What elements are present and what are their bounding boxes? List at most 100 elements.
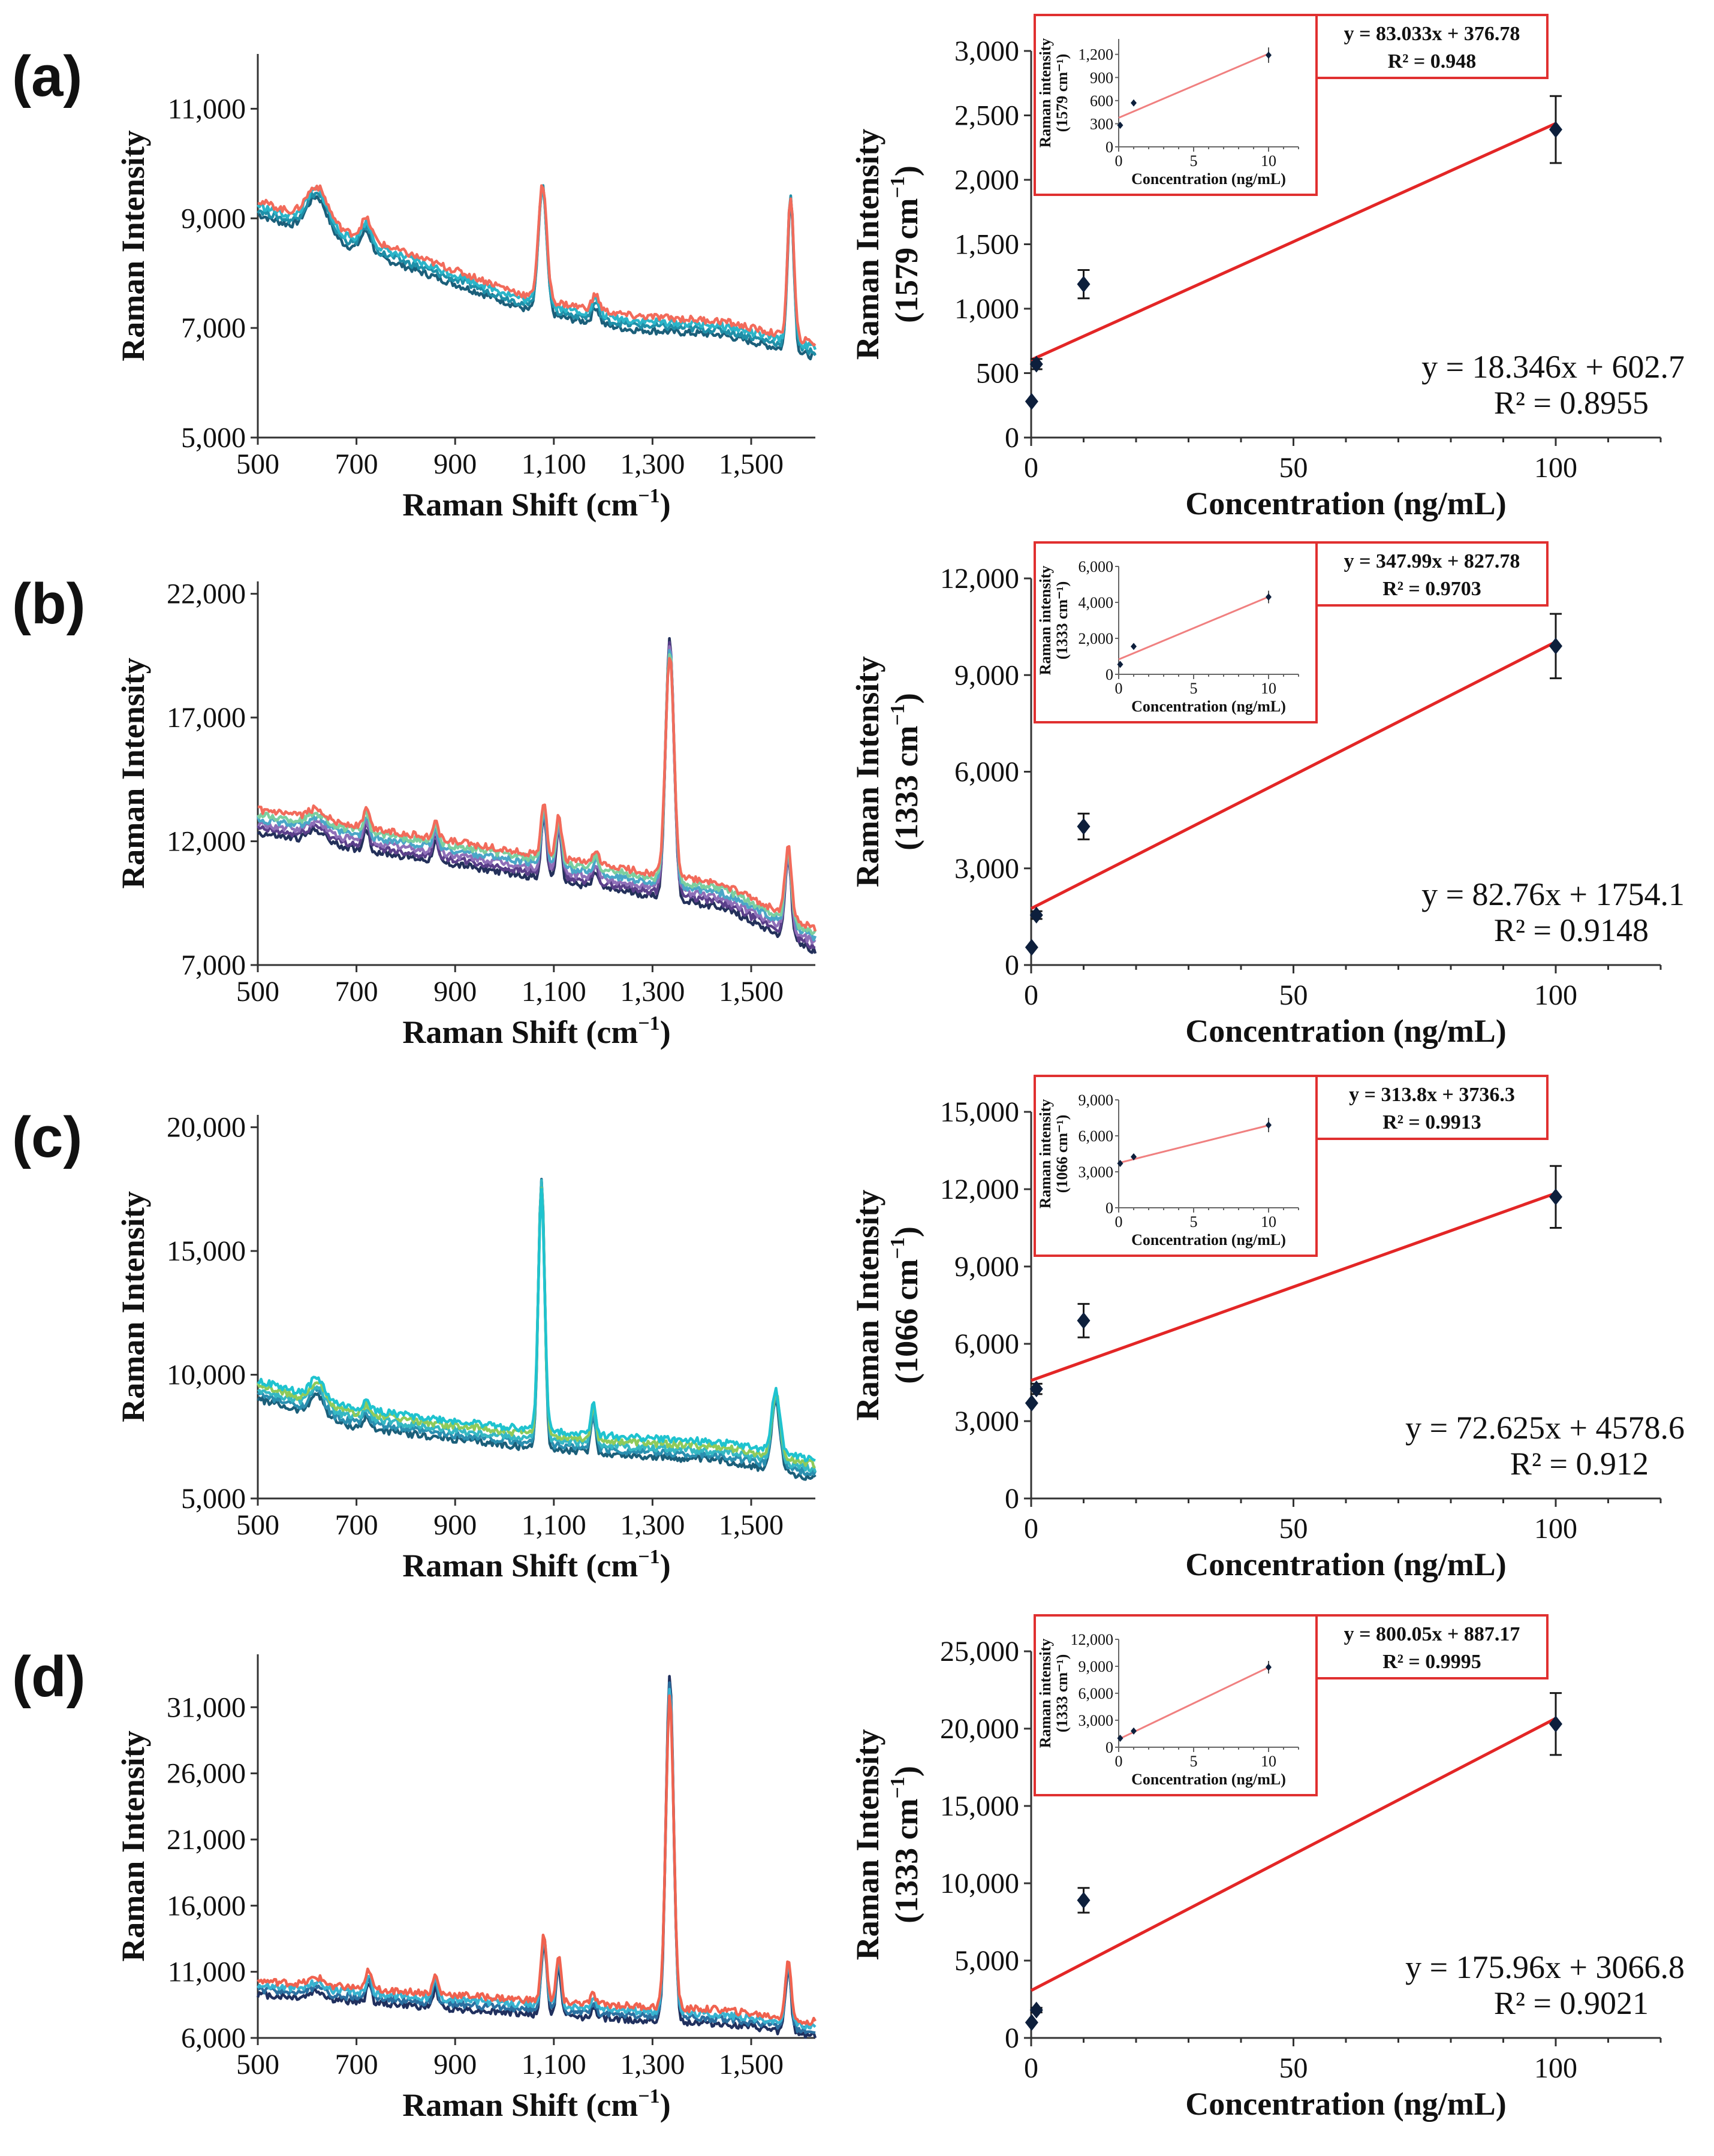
inset-chart: y = 347.99x + 827.78 R² = 0.9703 0 2,000 4,0…	[1034, 541, 1549, 723]
y-tick-label: 7,000	[181, 312, 246, 344]
x-title-end: )	[660, 487, 671, 523]
panel-label-2: (c)	[12, 1105, 82, 1169]
trendline	[1030, 640, 1557, 910]
inset-data-point	[1131, 643, 1137, 650]
x-tick-label: 500	[236, 448, 279, 480]
y-sub-sup: −1	[887, 1777, 909, 1798]
calibration-x-axis-title: Concentration (ng/mL)	[1185, 486, 1506, 521]
inset-fit-equation: y = 347.99x + 827.78	[1344, 550, 1520, 572]
y-tick-label: 5,000	[181, 422, 246, 454]
inset-x-axis-title: Concentration (ng/mL)	[1131, 1231, 1286, 1249]
spectrum-series-1	[257, 1681, 816, 2034]
spectrum-series-3	[257, 1694, 817, 2026]
data-point	[1029, 906, 1043, 924]
x-tick-label: 100	[1534, 1513, 1577, 1545]
x-title-sup: −1	[638, 1012, 659, 1035]
inset-data-point	[1131, 1153, 1137, 1160]
data-point	[1077, 1892, 1091, 1909]
inset-data-point	[1117, 661, 1123, 668]
fit-equation: y = 18.346x + 602.7	[1421, 349, 1685, 385]
inset-frame	[1034, 1614, 1318, 1796]
y-tick-label: 20,000	[940, 1713, 1019, 1745]
y-tick-label: 2,000	[954, 164, 1019, 196]
spectrum-series-1	[257, 641, 816, 950]
inset-y-tick-label: 6,000	[1079, 558, 1114, 575]
inset-y-tick-label: 900	[1090, 69, 1113, 86]
inset-trendline	[1118, 1666, 1269, 1741]
spectrum-y-axis-title: Raman Intensity	[115, 130, 151, 361]
y-tick-label: 6,000	[954, 1328, 1019, 1360]
inset-y-tick-label: 0	[1105, 666, 1113, 683]
spectrum-chart-0: 500 700 900 1,100 1,300 1,500 5,000 7,000 9,000 1…	[115, 54, 817, 523]
inset-x-tick-label: 5	[1190, 1753, 1198, 1770]
inset-y-tick-label: 9,000	[1079, 1091, 1114, 1109]
data-point	[1549, 637, 1562, 655]
y-tick-label: 3,000	[954, 35, 1019, 67]
inset-trendline	[1118, 596, 1269, 661]
y-sub-end: )	[888, 693, 924, 704]
spectrum-series-2	[257, 645, 817, 945]
panel-label-0: (a)	[12, 44, 82, 108]
spectrum-chart-2: 500 700 900 1,100 1,300 1,500 5,000 10,000 15,00…	[115, 1112, 817, 1584]
spectrum-y-axis-title: Raman Intensity	[115, 1730, 151, 1962]
x-tick-label: 1,100	[522, 448, 586, 480]
x-tick-label: 0	[1024, 979, 1038, 1011]
inset-equation-box	[1315, 1614, 1549, 1679]
x-tick-label: 500	[236, 1509, 279, 1541]
inset-fit-r2: R² = 0.9913	[1382, 1111, 1481, 1133]
x-title-main: Raman Shift (cm	[402, 1014, 638, 1050]
y-tick-label: 22,000	[167, 578, 246, 610]
x-tick-label: 500	[236, 2049, 279, 2080]
inset-y-tick-label: 300	[1090, 115, 1113, 132]
inset-chart: y = 313.8x + 3736.3 R² = 0.9913 0 3,000 6,00…	[1034, 1075, 1549, 1257]
inset-y-tick-label: 6,000	[1079, 1127, 1114, 1145]
inset-x-tick-label: 10	[1261, 1213, 1276, 1231]
inset-x-tick-label: 0	[1115, 1753, 1123, 1770]
spectrum-y-axis-title: Raman Intensity	[115, 658, 151, 889]
inset-fit-r2: R² = 0.948	[1388, 50, 1477, 73]
spectrum-x-axis-title: Raman Shift (cm−1)	[402, 1012, 670, 1050]
y-tick-label: 9,000	[181, 203, 246, 234]
inset-trendline	[1118, 53, 1269, 119]
x-tick-label: 1,100	[522, 976, 586, 1008]
data-point	[1549, 121, 1562, 138]
inset-data-point	[1117, 1735, 1123, 1742]
inset-y-axis-subtitle: (1066 cm⁻¹)	[1053, 1115, 1071, 1193]
y-tick-label: 11,000	[168, 93, 246, 125]
inset-chart: y = 800.05x + 887.17 R² = 0.9995 0 3,000 6,0…	[1034, 1614, 1549, 1796]
x-tick-label: 500	[236, 976, 279, 1008]
calibration-y-axis-title: Raman Intensity	[850, 129, 885, 360]
inset-x-tick-label: 0	[1115, 1213, 1123, 1231]
spectrum-x-axis-title: Raman Shift (cm−1)	[402, 1546, 670, 1584]
data-point	[1029, 1380, 1043, 1398]
x-title-sup: −1	[638, 1546, 659, 1568]
inset-x-tick-label: 10	[1261, 680, 1276, 697]
inset-fit-r2: R² = 0.9703	[1382, 578, 1481, 600]
y-tick-label: 20,000	[167, 1112, 246, 1144]
data-point	[1077, 276, 1091, 293]
trendline	[1030, 122, 1557, 361]
inset-y-tick-label: 12,000	[1071, 1631, 1114, 1648]
y-sub-main: (1333 cm	[888, 725, 924, 850]
x-tick-label: 100	[1534, 2052, 1577, 2084]
inset-x-tick-label: 5	[1190, 1213, 1198, 1231]
inset-trendline	[1118, 1124, 1269, 1164]
y-sub-end: )	[888, 1226, 924, 1237]
y-sub-main: (1333 cm	[888, 1798, 924, 1923]
inset-fit-equation: y = 83.033x + 376.78	[1344, 23, 1520, 45]
inset-data-point	[1266, 1121, 1272, 1129]
fit-r2: R² = 0.8955	[1494, 385, 1649, 421]
y-tick-label: 9,000	[954, 659, 1019, 691]
fit-r2: R² = 0.912	[1510, 1446, 1649, 1482]
x-tick-label: 1,100	[522, 2049, 586, 2080]
spectrum-series-4	[257, 1187, 816, 1463]
x-tick-label: 1,300	[620, 448, 685, 480]
spectrum-chart-1: 500 700 900 1,100 1,300 1,500 7,000 12,000 17,00…	[115, 578, 817, 1050]
y-tick-label: 12,000	[940, 1174, 1019, 1205]
y-tick-label: 5,000	[954, 1945, 1019, 1977]
x-tick-label: 1,500	[719, 2049, 784, 2080]
inset-y-axis-title: Raman intensity	[1037, 1099, 1054, 1209]
spectrum-series-2	[257, 1688, 817, 2030]
